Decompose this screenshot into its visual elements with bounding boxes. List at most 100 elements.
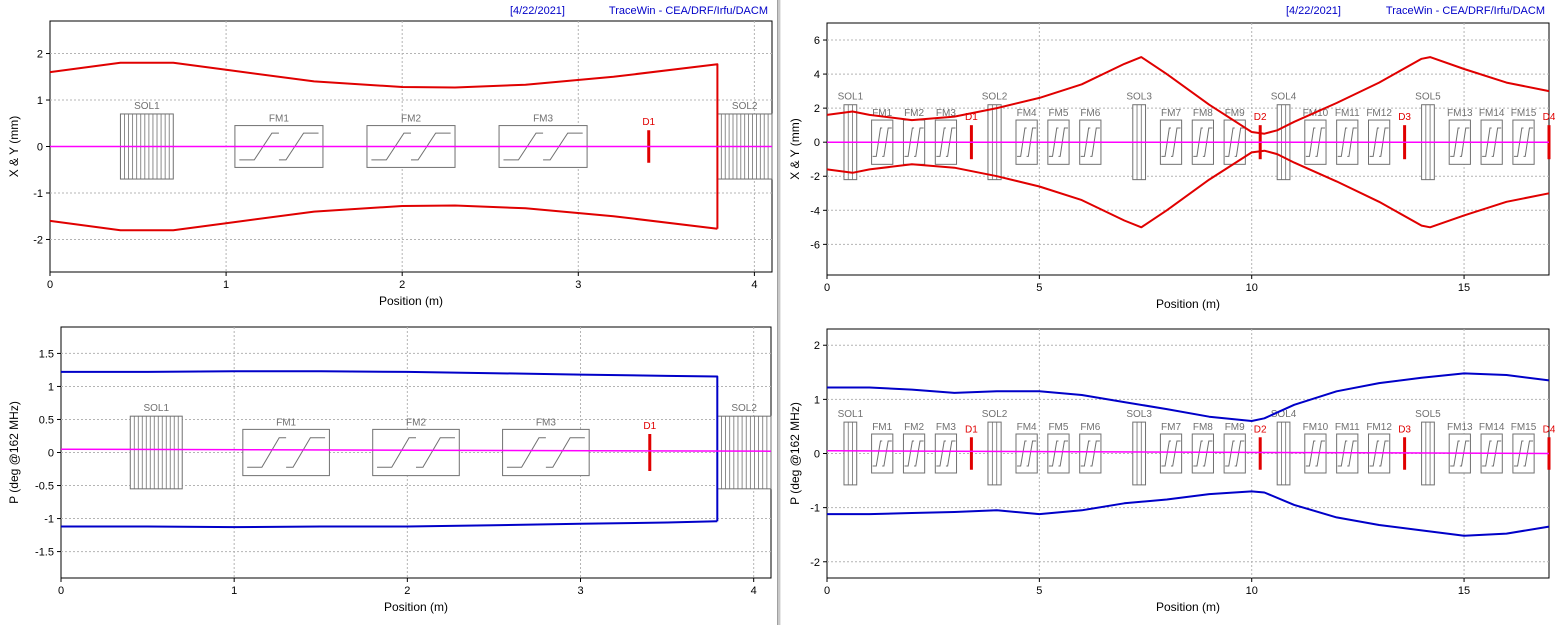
c3-element-sol1-box (843, 421, 858, 486)
c3-element-sol2-box (987, 421, 1002, 486)
c2-element-d4-label: D4 (1543, 112, 1555, 123)
c1-element-sol1-label: SOL1 (143, 403, 169, 414)
c2-series-0 (826, 56, 1550, 135)
c2-x-tick-label: 10 (1246, 282, 1258, 294)
c3-y-tick-label: -2 (810, 557, 820, 569)
c1-x-tick-label: 4 (751, 585, 757, 597)
c1-y-tick-label: 1 (48, 381, 54, 393)
c1-element-fm3-box (502, 428, 590, 477)
c3-element-fm14-label: FM14 (1479, 422, 1505, 433)
c3-element-fm12-label: FM12 (1366, 422, 1392, 433)
c1-element-fm1-profile (247, 437, 326, 468)
c2-element-fm3-label: FM3 (936, 108, 956, 119)
c2-element-fm7-label: FM7 (1161, 108, 1181, 119)
c1-y-tick-label: 0.5 (39, 414, 54, 426)
c1-element-fm2-box (372, 428, 460, 477)
c2-element-fm5-label: FM5 (1048, 108, 1068, 119)
c2-x-tick-label: 15 (1458, 282, 1470, 294)
c3-element-fm2-label: FM2 (904, 422, 924, 433)
c2-element-d1-label: D1 (965, 112, 978, 123)
c2-element-sol5-label: SOL5 (1415, 92, 1441, 103)
c3-element-d3-label: D3 (1398, 424, 1411, 435)
c3-element-fm9-label: FM9 (1225, 422, 1245, 433)
c0-x-axis-title: Position (m) (379, 294, 443, 308)
c2-element-sol4-label: SOL4 (1271, 92, 1297, 103)
c1-y-tick-label: -0.5 (35, 481, 54, 493)
c1-element-fm1-label: FM1 (276, 417, 296, 428)
header-date: [4/22/2021] (1286, 5, 1341, 17)
c3-element-fm3-box (934, 433, 958, 474)
c1-element-sol1-box (129, 415, 183, 490)
c3-element-fm5-profile (1048, 440, 1069, 467)
c1-series-1 (61, 520, 718, 529)
c3-element-d4-label: D4 (1543, 424, 1555, 435)
c3-element-sol4-box (1276, 421, 1291, 486)
c3-element-fm3-label: FM3 (936, 422, 956, 433)
c3-series-2 (826, 450, 1550, 455)
c3-element-fm4-box (1015, 433, 1038, 474)
c3-x-tick-label: 15 (1458, 585, 1470, 597)
c3-element-fm2-profile (904, 440, 924, 467)
c3-element-fm6-profile (1080, 440, 1100, 467)
c2-element-fm6-label: FM6 (1080, 108, 1100, 119)
c3-element-fm7-box (1159, 433, 1183, 474)
c3-x-tick-label: 5 (1036, 585, 1042, 597)
c2-element-sol3-label: SOL3 (1126, 92, 1152, 103)
c1-series-0 (61, 370, 719, 522)
c2-element-fm1-label: FM1 (872, 108, 892, 119)
c3-element-fm1-box (871, 433, 894, 474)
c2-element-d3-label: D3 (1398, 112, 1411, 123)
c3-y-tick-label: 0 (814, 449, 820, 461)
right-charts-svg: [4/22/2021] TraceWin - CEA/DRF/Irfu/DACM 0… (788, 5, 1555, 614)
c1-element-fm3-label: FM3 (536, 417, 556, 428)
c1-y-tick-label: 1.5 (39, 348, 54, 360)
c2-x-tick-label: 5 (1036, 282, 1042, 294)
c0-x-tick-label: 2 (399, 279, 405, 291)
c3-element-fm9-profile (1225, 440, 1245, 467)
c2-element-fm13-label: FM13 (1447, 108, 1473, 119)
c1-x-tick-label: 3 (577, 585, 583, 597)
c3-element-fm7-profile (1161, 440, 1181, 467)
c2-element-fm4-label: FM4 (1017, 108, 1037, 119)
c1-y-tick-label: 0 (48, 448, 54, 460)
c1-element-fm2-profile (377, 437, 455, 468)
header-app-name: TraceWin - CEA/DRF/Irfu/DACM (609, 5, 768, 17)
c3-element-fm3-profile (936, 440, 956, 467)
c2-series-1 (826, 149, 1550, 229)
header-app-name: TraceWin - CEA/DRF/Irfu/DACM (1386, 5, 1545, 17)
c3-element-fm13-label: FM13 (1447, 422, 1473, 433)
c3-element-sol4-label: SOL4 (1271, 409, 1297, 420)
c3-element-sol3-box (1132, 421, 1147, 486)
c2-element-fm14-label: FM14 (1479, 108, 1505, 119)
c1-element-fm2-label: FM2 (406, 417, 426, 428)
left-chart-panel: [4/22/2021] TraceWin - CEA/DRF/Irfu/DACM 0… (0, 0, 777, 625)
c3-y-tick-label: 1 (814, 394, 820, 406)
c1-y-axis-title: P (deg @162 MHz) (7, 401, 21, 504)
c3-x-tick-label: 10 (1246, 585, 1258, 597)
c2-element-fm9-label: FM9 (1225, 108, 1245, 119)
c2-element-fm2-label: FM2 (904, 108, 924, 119)
c1-series-2 (60, 448, 772, 452)
panel-splitter[interactable] (777, 0, 781, 625)
c0-y-tick-label: 0 (37, 142, 43, 154)
c3-element-sol2-label: SOL2 (982, 409, 1008, 420)
c2-x-axis-title: Position (m) (1156, 297, 1220, 311)
c1-element-sol2-label: SOL2 (731, 403, 757, 414)
c3-element-fm8-profile (1193, 440, 1213, 467)
c0-y-tick-label: -1 (33, 188, 43, 200)
c0-element-sol1-label: SOL1 (134, 101, 160, 112)
c3-series-1 (827, 490, 1550, 537)
c2-y-tick-label: 2 (814, 103, 820, 115)
c3-element-sol3-label: SOL3 (1126, 409, 1152, 420)
c3-element-fm8-label: FM8 (1193, 422, 1213, 433)
c2-element-fm15-label: FM15 (1511, 108, 1537, 119)
c3-series-0 (827, 372, 1550, 422)
c2-y-tick-label: 4 (814, 69, 820, 81)
c2-y-tick-label: -4 (810, 205, 820, 217)
c0-x-tick-label: 3 (575, 279, 581, 291)
c3-element-fm7-label: FM7 (1161, 422, 1181, 433)
c3-element-sol1-label: SOL1 (838, 409, 864, 420)
c3-element-fm1-profile (872, 440, 892, 467)
c2-element-d2-label: D2 (1254, 112, 1267, 123)
c0-y-tick-label: 1 (37, 95, 43, 107)
